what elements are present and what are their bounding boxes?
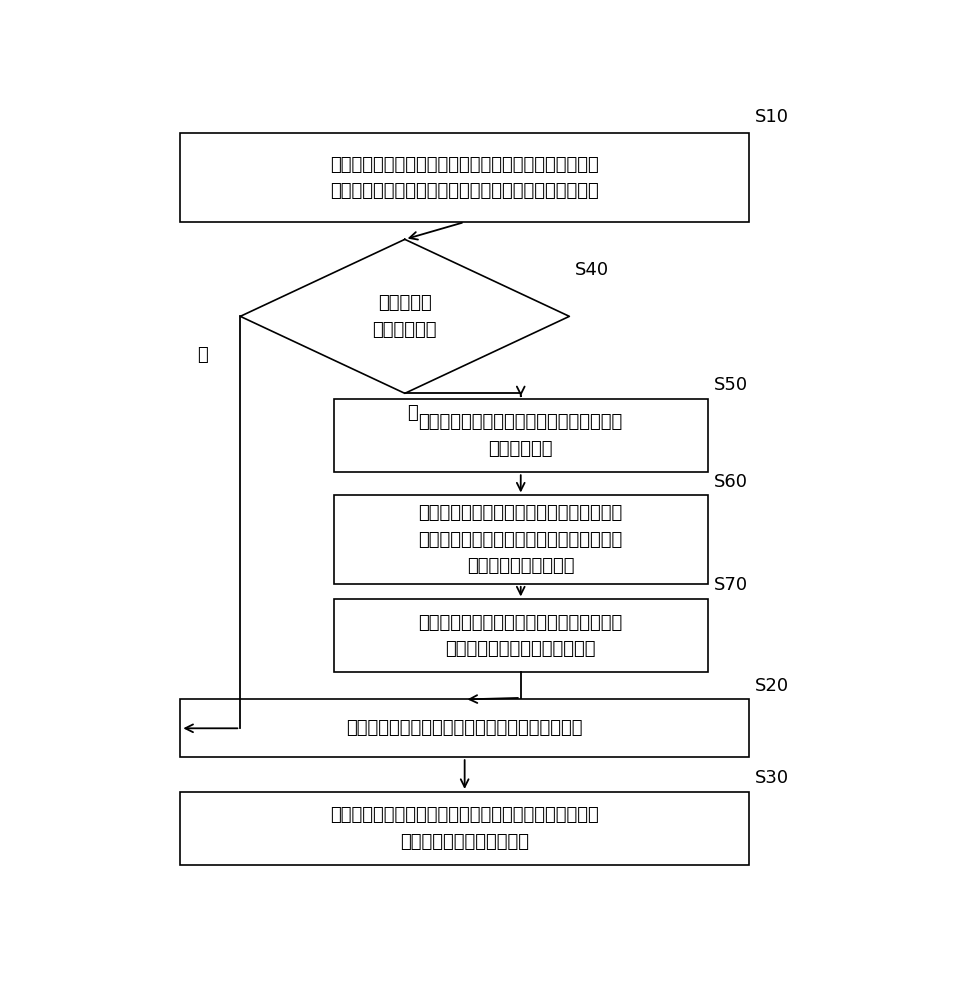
Text: 当获取到人脸视频，且成功识别所述人脸视频的人脸图像
时，提取所述人脸视频中的音频文件，记为第一音频文件: 当获取到人脸视频，且成功识别所述人脸视频的人脸图像 时，提取所述人脸视频中的音频… bbox=[330, 156, 599, 200]
FancyBboxPatch shape bbox=[180, 792, 749, 865]
Text: 输出提示信息，以提示审核人员审核所述人脸视频: 输出提示信息，以提示审核人员审核所述人脸视频 bbox=[346, 719, 583, 737]
FancyBboxPatch shape bbox=[334, 599, 707, 672]
Text: 否: 否 bbox=[198, 346, 208, 364]
Text: 是: 是 bbox=[407, 404, 418, 422]
Text: S60: S60 bbox=[714, 473, 748, 491]
Text: 提取与所述声纹模型对应的音频文件，记为
第三音频文件: 提取与所述声纹模型对应的音频文件，记为 第三音频文件 bbox=[419, 414, 622, 458]
Text: S70: S70 bbox=[714, 576, 748, 594]
Text: 判断是否已
存在声纹模型: 判断是否已 存在声纹模型 bbox=[372, 294, 437, 339]
Text: S50: S50 bbox=[714, 376, 748, 394]
Text: S10: S10 bbox=[755, 108, 788, 126]
Text: S40: S40 bbox=[575, 261, 610, 279]
FancyBboxPatch shape bbox=[334, 495, 707, 584]
FancyBboxPatch shape bbox=[180, 699, 749, 757]
Text: 将所述第一音频文件与所述第三音频文件进
行对比，得到所述第一音频文件与所述第三
音频文件之间的相似度: 将所述第一音频文件与所述第三音频文件进 行对比，得到所述第一音频文件与所述第三 … bbox=[419, 504, 622, 575]
Text: 当接收到所述人脸视频审核通过的通知消息时，根据所述
第一音频文件建立声纹模型: 当接收到所述人脸视频审核通过的通知消息时，根据所述 第一音频文件建立声纹模型 bbox=[330, 806, 599, 851]
Text: 将所述第一音频文件与所述第三音频文件之
间的相似度发送给异步审核系统: 将所述第一音频文件与所述第三音频文件之 间的相似度发送给异步审核系统 bbox=[419, 614, 622, 658]
Text: S30: S30 bbox=[755, 769, 789, 787]
FancyBboxPatch shape bbox=[334, 399, 707, 472]
Text: S20: S20 bbox=[755, 677, 789, 695]
FancyBboxPatch shape bbox=[180, 133, 749, 222]
